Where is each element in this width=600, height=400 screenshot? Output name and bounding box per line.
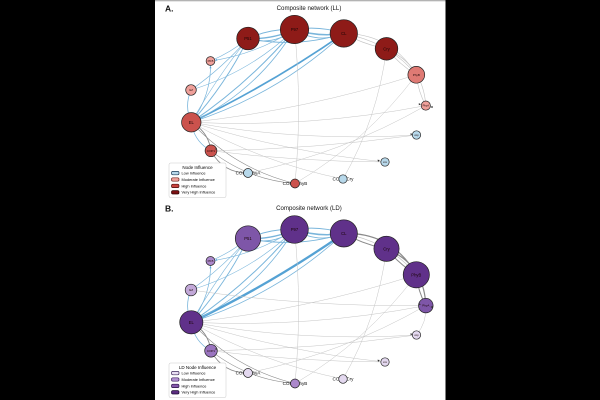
svg-text:Low Influence: Low Influence <box>182 371 206 376</box>
svg-text:PIF5: PIF5 <box>208 259 214 263</box>
svg-text:Composite network (LD): Composite network (LD) <box>276 205 342 212</box>
svg-text:LD Node Influence: LD Node Influence <box>179 365 217 370</box>
svg-text:High Influence: High Influence <box>182 183 207 188</box>
svg-text:High Influence: High Influence <box>182 383 207 388</box>
svg-text:Moderate Influence: Moderate Influence <box>182 177 215 182</box>
svg-text:PhyA: PhyA <box>423 104 430 108</box>
svg-text:cop: cop <box>414 334 419 337</box>
svg-text:PhyB: PhyB <box>413 73 420 77</box>
svg-text:cop: cop <box>414 134 419 137</box>
svg-text:Very High Influence: Very High Influence <box>182 390 216 395</box>
svg-text:CL: CL <box>341 31 347 36</box>
svg-text:EL: EL <box>189 120 195 125</box>
svg-text:PhyB: PhyB <box>411 272 421 277</box>
svg-text:Moderate Influence: Moderate Influence <box>182 377 215 382</box>
svg-text:CL: CL <box>341 231 347 236</box>
svg-text:xxx: xxx <box>383 361 388 364</box>
svg-text:A.: A. <box>165 4 174 14</box>
svg-text:Node Influence: Node Influence <box>182 165 213 170</box>
svg-text:Low Influence: Low Influence <box>182 171 206 176</box>
svg-text:PhyA: PhyA <box>422 304 429 308</box>
svg-text:P51: P51 <box>244 36 252 41</box>
svg-text:P97: P97 <box>291 227 299 232</box>
svg-text:Composite network (LL): Composite network (LL) <box>277 5 342 12</box>
svg-text:B.: B. <box>165 204 174 214</box>
svg-text:EL: EL <box>189 320 195 325</box>
svg-text:P97: P97 <box>291 27 299 32</box>
svg-text:PIF5: PIF5 <box>208 59 214 63</box>
svg-text:P51: P51 <box>244 236 252 241</box>
svg-text:GZ: GZ <box>189 88 193 92</box>
svg-text:Cry: Cry <box>383 246 390 251</box>
svg-text:COP1: COP1 <box>207 149 216 153</box>
svg-text:GZ: GZ <box>189 288 193 292</box>
svg-text:Very High Influence: Very High Influence <box>182 190 216 195</box>
svg-text:Cry: Cry <box>383 46 390 51</box>
svg-text:xxx: xxx <box>383 161 388 164</box>
svg-text:COP1: COP1 <box>207 349 216 353</box>
